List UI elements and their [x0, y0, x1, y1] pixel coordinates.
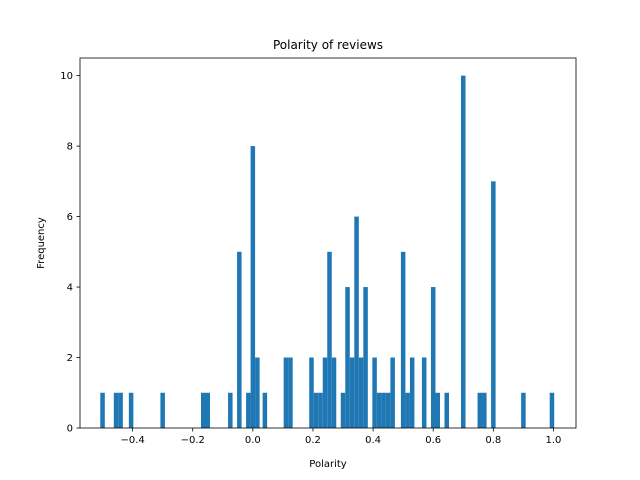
histogram-bar — [318, 392, 323, 428]
x-tick-label: 0.2 — [305, 435, 321, 446]
histogram-bar — [354, 216, 359, 428]
histogram-bar — [549, 392, 555, 428]
y-tick-label: 0 — [67, 424, 73, 435]
histogram-bar — [237, 251, 242, 428]
histogram-bar — [345, 287, 350, 428]
histogram-bar — [313, 392, 319, 428]
histogram-bar — [477, 392, 483, 428]
histogram-bar — [381, 392, 386, 428]
histogram-bar — [160, 392, 165, 428]
histogram-bar — [100, 392, 105, 428]
histogram-bar — [421, 357, 427, 428]
x-tick-label: 1.0 — [546, 435, 562, 446]
histogram-bar — [482, 392, 487, 428]
histogram-bar — [113, 392, 119, 428]
y-axis-label: Frequency — [36, 217, 47, 269]
histogram-bar — [461, 75, 466, 429]
histogram-bar — [340, 392, 346, 428]
y-tick-label: 10 — [60, 71, 73, 82]
histogram-bar — [400, 251, 406, 428]
histogram-bar — [205, 392, 211, 428]
histogram-bar — [358, 357, 364, 428]
histogram-bar — [349, 357, 355, 428]
histogram-bar — [228, 392, 233, 428]
histogram-bar — [322, 357, 328, 428]
histogram-bar — [255, 357, 260, 428]
histogram-bar — [376, 392, 382, 428]
histogram-bar — [491, 181, 496, 428]
x-tick-label: 0.4 — [365, 435, 381, 446]
histogram-bar — [327, 251, 332, 428]
histogram-bar — [385, 392, 391, 428]
histogram-bar — [435, 392, 440, 428]
y-tick-label: 6 — [67, 212, 73, 223]
y-axis-ticks: 0 2 4 6 8 10 — [60, 71, 80, 435]
y-tick-label: 4 — [67, 283, 73, 294]
histogram-bar — [521, 392, 526, 428]
histogram-bar — [331, 357, 337, 428]
x-axis-label: Polarity — [309, 459, 347, 470]
histogram-bar — [262, 392, 268, 428]
histogram-bar — [363, 287, 368, 428]
y-tick-label: 8 — [67, 142, 73, 153]
histogram-bar — [250, 146, 256, 428]
histogram-bar — [128, 392, 134, 428]
y-tick-label: 2 — [67, 353, 73, 364]
histogram-bar — [390, 357, 395, 428]
histogram-bar — [200, 392, 206, 428]
histogram-bar — [430, 287, 436, 428]
x-tick-label: 0.8 — [485, 435, 501, 446]
histogram-bar — [409, 357, 415, 428]
histogram-bar — [118, 392, 123, 428]
histogram-bar — [405, 392, 410, 428]
histogram-bar — [372, 357, 377, 428]
x-tick-label: 0.6 — [425, 435, 441, 446]
histogram-bar — [444, 392, 449, 428]
chart-title: Polarity of reviews — [273, 38, 383, 52]
histogram-bars — [100, 75, 555, 429]
x-tick-label: −0.2 — [181, 435, 205, 446]
x-axis-ticks: −0.4 −0.2 0.0 0.2 0.4 0.6 0.8 1.0 — [120, 428, 561, 446]
x-tick-label: 0.0 — [245, 435, 261, 446]
histogram-bar — [283, 357, 289, 428]
histogram-bar — [309, 357, 314, 428]
histogram-bar — [246, 392, 251, 428]
plot-frame — [79, 57, 577, 429]
histogram-bar — [288, 357, 293, 428]
x-tick-label: −0.4 — [120, 435, 144, 446]
